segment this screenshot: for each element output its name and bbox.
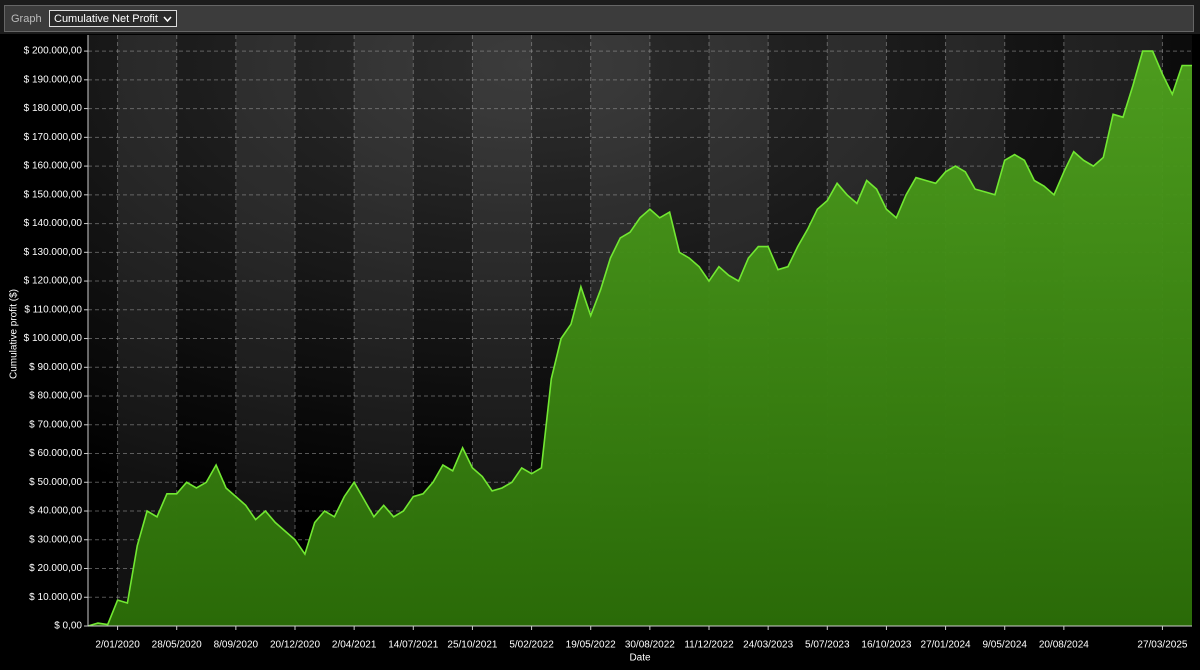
x-tick-label: 19/05/2022 <box>566 640 616 651</box>
x-tick-label: 5/07/2023 <box>805 640 850 651</box>
line <box>87 50 1192 627</box>
x-axis-title: Date <box>629 653 651 664</box>
y-tick-label: $ 170.000,00 <box>24 132 83 143</box>
y-tick-label: $ 50.000,00 <box>29 477 82 488</box>
x-tick-label: 25/10/2021 <box>447 640 497 651</box>
x-tick-label: 16/10/2023 <box>861 640 911 651</box>
x-tick-label: 20/12/2020 <box>270 640 320 651</box>
chart: Cumulative profit ($) Date $ 0,00 $ 10.00… <box>0 34 1200 670</box>
y-tick-label: $ 100.000,00 <box>24 333 83 344</box>
dropdown-arrow <box>163 16 172 23</box>
x-tick-label: 28/05/2020 <box>152 640 202 651</box>
toolbar-label: Graph <box>11 13 42 25</box>
y-tick-label: $ 0,00 <box>54 621 82 632</box>
y-tick-label: $ 150.000,00 <box>24 189 83 200</box>
y-tick-label: $ 30.000,00 <box>29 534 82 545</box>
y-tick-label: $ 60.000,00 <box>29 448 82 459</box>
y-tick-label: $ 40.000,00 <box>29 506 82 517</box>
y-tick-label: $ 110.000,00 <box>24 304 82 315</box>
y-tick-label: $ 130.000,00 <box>24 247 83 258</box>
y-tick-label: $ 90.000,00 <box>29 362 82 373</box>
x-tick-label: 11/12/2022 <box>684 640 734 651</box>
graph-select[interactable]: Cumulative Net Profit <box>49 10 177 27</box>
x-tick-label: 2/01/2020 <box>95 640 140 651</box>
x-tick-label: 8/09/2020 <box>214 640 259 651</box>
y-tick-label: $ 120.000,00 <box>24 276 83 287</box>
y-tick-label: $ 10.000,00 <box>29 592 82 603</box>
x-tick-label: 20/08/2024 <box>1039 640 1089 651</box>
y-tick-label: $ 190.000,00 <box>24 74 83 85</box>
x-tick-label: 9/05/2024 <box>982 640 1027 651</box>
toolbar: Graph Cumulative Net Profit <box>4 5 1194 32</box>
y-tick-label: $ 80.000,00 <box>29 391 82 402</box>
x-tick-label: 24/03/2023 <box>743 640 793 651</box>
y-tick-label: $ 180.000,00 <box>24 103 83 114</box>
selected-graph: Cumulative Net Profit <box>54 13 158 25</box>
area <box>88 51 1192 627</box>
x-tick-label: 27/03/2025 <box>1137 640 1187 651</box>
y-tick-label: $ 20.000,00 <box>29 563 82 574</box>
x-tick-label: 30/08/2022 <box>625 640 675 651</box>
x-tick-label: 27/01/2024 <box>921 640 971 651</box>
x-tick-label: 5/02/2022 <box>509 640 554 651</box>
y-tick-label: $ 70.000,00 <box>29 419 82 430</box>
y-tick-label: $ 160.000,00 <box>24 161 83 172</box>
x-tick-label: 14/07/2021 <box>388 640 438 651</box>
x-tick-label: 2/04/2021 <box>332 640 377 651</box>
y-tick-label: $ 140.000,00 <box>24 218 83 229</box>
y-axis-title: Cumulative profit ($) <box>9 289 20 379</box>
y-tick-label: $ 200.000,00 <box>24 46 83 57</box>
